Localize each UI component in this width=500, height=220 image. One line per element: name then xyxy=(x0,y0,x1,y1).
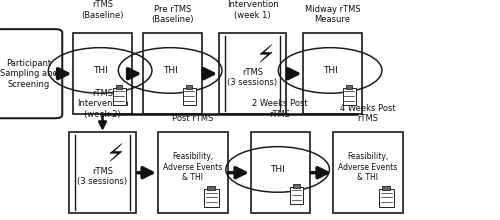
Text: 4 Weeks Post
rTMS: 4 Weeks Post rTMS xyxy=(340,104,396,123)
Polygon shape xyxy=(260,44,272,62)
Bar xyxy=(290,187,303,204)
Bar xyxy=(186,85,192,89)
Text: Feasibility,
Adverse Events
& THI: Feasibility, Adverse Events & THI xyxy=(338,152,397,182)
Bar xyxy=(73,33,132,114)
Bar xyxy=(293,184,300,188)
Bar xyxy=(68,132,136,213)
Text: THI: THI xyxy=(323,66,338,75)
Text: THI: THI xyxy=(163,66,178,75)
Bar xyxy=(158,132,228,213)
Bar xyxy=(208,186,216,191)
Text: Midway rTMS
Measure: Midway rTMS Measure xyxy=(304,5,360,24)
Bar xyxy=(143,33,202,114)
FancyBboxPatch shape xyxy=(0,29,62,118)
Text: rTMS
(3 sessions): rTMS (3 sessions) xyxy=(228,68,278,88)
Text: THI: THI xyxy=(270,165,285,174)
Text: Pre rTMS
(Baseline): Pre rTMS (Baseline) xyxy=(151,5,194,24)
Bar xyxy=(382,186,390,191)
Bar xyxy=(250,132,310,213)
Bar xyxy=(116,85,122,89)
Bar xyxy=(378,189,394,207)
Bar xyxy=(303,33,362,114)
Text: Feasibility,
Adverse Events
& THI: Feasibility, Adverse Events & THI xyxy=(163,152,222,182)
Bar xyxy=(332,132,402,213)
Bar xyxy=(182,88,196,105)
Text: rTMS
Intervention
(week 2): rTMS Intervention (week 2) xyxy=(76,89,128,119)
Text: rTMS
Intervention
(week 1): rTMS Intervention (week 1) xyxy=(226,0,278,20)
Text: rTMS
(3 sessions): rTMS (3 sessions) xyxy=(78,167,128,187)
Text: 2 Weeks Post
rTMS: 2 Weeks Post rTMS xyxy=(252,99,308,119)
Bar xyxy=(342,88,355,105)
Bar xyxy=(112,88,126,105)
Text: THI: THI xyxy=(93,66,108,75)
Text: 2 Weeks Pre
rTMS
(Baseline): 2 Weeks Pre rTMS (Baseline) xyxy=(76,0,128,20)
Polygon shape xyxy=(110,143,122,161)
Bar xyxy=(346,85,352,89)
Bar xyxy=(219,33,286,114)
Text: Post rTMS: Post rTMS xyxy=(172,114,213,123)
Bar xyxy=(204,189,219,207)
Text: Participant
Sampling and
Screening: Participant Sampling and Screening xyxy=(0,59,58,89)
